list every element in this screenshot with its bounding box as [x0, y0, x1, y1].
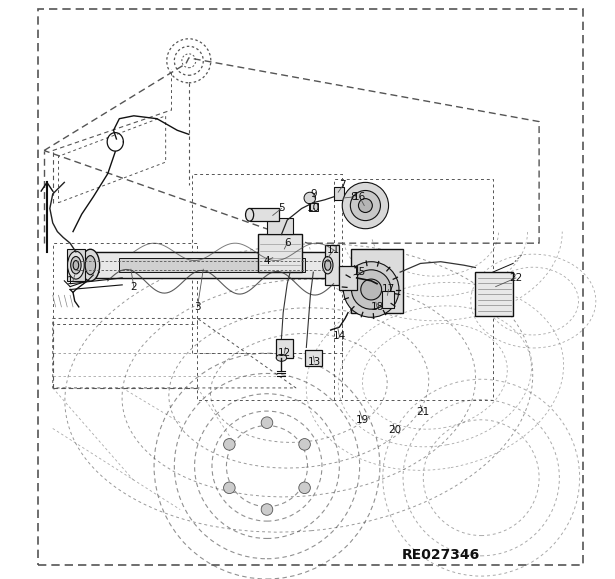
Bar [73, 252, 331, 278]
Text: 21: 21 [417, 407, 430, 417]
Circle shape [299, 482, 311, 493]
Text: RE027346: RE027346 [402, 548, 480, 562]
Text: 12: 12 [278, 348, 291, 358]
Text: 7: 7 [339, 180, 346, 190]
Text: 5: 5 [278, 203, 285, 214]
Text: 22: 22 [509, 273, 523, 283]
Text: 4: 4 [264, 255, 270, 266]
Bar [382, 291, 394, 308]
Bar [258, 234, 302, 272]
Ellipse shape [276, 354, 287, 361]
Text: 6: 6 [284, 238, 290, 248]
Bar [475, 272, 513, 316]
Circle shape [343, 262, 399, 317]
Ellipse shape [71, 256, 81, 274]
Circle shape [261, 504, 273, 515]
Circle shape [299, 439, 311, 450]
Bar [250, 208, 279, 221]
Bar [304, 350, 322, 366]
Circle shape [261, 417, 273, 428]
Text: 18: 18 [370, 302, 384, 312]
Bar [339, 266, 357, 290]
Text: 20: 20 [388, 424, 401, 435]
Bar [309, 203, 318, 211]
Ellipse shape [73, 261, 79, 270]
Bar [67, 249, 85, 281]
Circle shape [359, 199, 372, 212]
Ellipse shape [81, 249, 100, 281]
Text: 19: 19 [356, 415, 369, 425]
Bar [351, 249, 403, 313]
Text: 16: 16 [353, 192, 367, 202]
Circle shape [224, 482, 235, 493]
Circle shape [224, 439, 235, 450]
Text: 11: 11 [327, 245, 340, 255]
Text: 9: 9 [310, 189, 317, 199]
Circle shape [352, 270, 391, 309]
Text: 1: 1 [67, 276, 73, 286]
Bar [119, 258, 304, 272]
Text: 8: 8 [351, 192, 357, 202]
Circle shape [342, 182, 389, 229]
Bar [276, 339, 293, 358]
Circle shape [304, 192, 315, 204]
Text: 14: 14 [333, 331, 346, 341]
Text: 3: 3 [194, 302, 201, 312]
Circle shape [361, 279, 382, 300]
Ellipse shape [68, 251, 84, 279]
Ellipse shape [245, 208, 253, 221]
Ellipse shape [85, 256, 95, 275]
Circle shape [351, 190, 381, 221]
Ellipse shape [322, 256, 333, 274]
Ellipse shape [325, 260, 331, 270]
Text: 10: 10 [307, 203, 320, 214]
Text: 15: 15 [353, 267, 367, 277]
Text: 17: 17 [382, 284, 395, 295]
Bar [333, 187, 344, 200]
Text: 13: 13 [308, 357, 321, 367]
Bar [325, 245, 339, 285]
Bar [267, 218, 293, 234]
Text: 2: 2 [130, 281, 137, 292]
